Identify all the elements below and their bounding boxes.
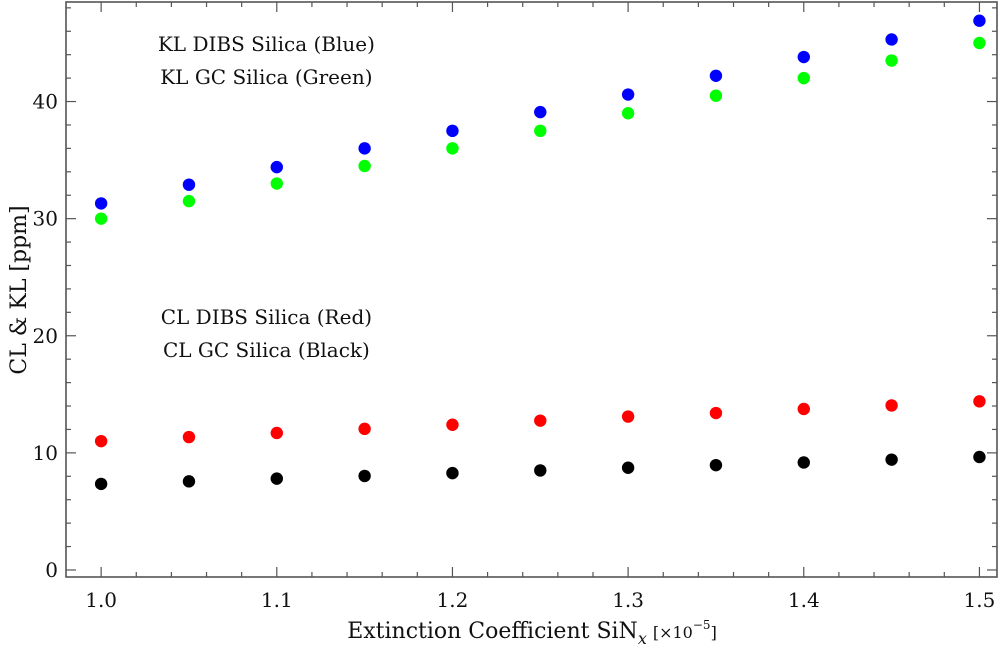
data-point-kl-dibs-silica (973, 14, 986, 27)
data-point-cl-gc-silica (885, 453, 898, 466)
y-tick-label: 0 (45, 558, 58, 582)
data-point-cl-dibs-silica (182, 430, 196, 444)
data-point-kl-gc-silica (621, 107, 635, 120)
data-point-kl-dibs-silica (358, 142, 371, 155)
data-point-kl-dibs-silica (94, 197, 108, 210)
data-point-cl-dibs-silica (358, 422, 371, 436)
data-point-kl-gc-silica (534, 124, 547, 138)
data-point-kl-dibs-silica (709, 69, 723, 82)
y-tick-label: 40 (33, 90, 58, 114)
data-point-kl-dibs-silica (885, 33, 898, 46)
data-point-kl-gc-silica (270, 177, 283, 190)
data-point-kl-dibs-silica (621, 88, 635, 101)
data-point-kl-gc-silica (446, 142, 459, 155)
data-point-kl-gc-silica (973, 36, 986, 50)
y-axis-label: CL & KL [ppm] (7, 205, 32, 374)
axis-tick-labels: 1.0 1.1 1.2 1.3 1.4 1.5 0 10 20 30 40 (33, 90, 996, 612)
x-tick-label: 1.5 (964, 588, 996, 612)
data-point-cl-gc-silica (621, 461, 635, 474)
data-point-cl-dibs-silica (446, 418, 459, 431)
data-point-cl-dibs-silica (973, 395, 986, 408)
data-point-cl-gc-silica (709, 458, 723, 472)
data-point-kl-gc-silica (182, 194, 196, 208)
data-point-cl-dibs-silica (709, 406, 723, 420)
data-point-cl-gc-silica (973, 450, 986, 464)
data-point-cl-dibs-silica (534, 414, 547, 427)
data-point-kl-gc-silica (709, 89, 723, 102)
legend-annotations: KL DIBS Silica (Blue) KL GC Silica (Green… (158, 32, 375, 362)
data-point-cl-dibs-silica (885, 399, 898, 412)
data-point-cl-gc-silica (534, 464, 547, 477)
data-point-kl-dibs-silica (270, 160, 283, 174)
data-point-kl-dibs-silica (534, 105, 547, 119)
x-tick-label: 1.3 (612, 588, 644, 612)
axis-ticks (66, 2, 997, 577)
data-point-kl-dibs-silica (182, 178, 196, 191)
legend-annotation: CL DIBS Silica (Red) (161, 305, 372, 329)
y-tick-label: 10 (33, 441, 58, 465)
legend-annotation: KL GC Silica (Green) (160, 65, 372, 89)
data-point-kl-dibs-silica (797, 50, 810, 64)
x-tick-label: 1.2 (437, 588, 469, 612)
data-point-kl-gc-silica (94, 212, 108, 225)
y-tick-label: 30 (33, 207, 58, 231)
data-point-cl-dibs-silica (621, 410, 635, 423)
x-tick-label: 1.1 (261, 588, 293, 612)
y-tick-label: 20 (33, 324, 58, 348)
data-point-cl-gc-silica (797, 456, 810, 469)
legend-annotation: KL DIBS Silica (Blue) (158, 32, 375, 56)
data-point-kl-gc-silica (797, 71, 810, 85)
data-point-kl-dibs-silica (446, 124, 459, 138)
data-point-cl-gc-silica (446, 466, 459, 480)
data-point-cl-dibs-silica (797, 402, 810, 416)
data-point-cl-gc-silica (182, 475, 196, 488)
data-point-cl-dibs-silica (270, 426, 283, 440)
data-point-kl-gc-silica (885, 54, 898, 67)
x-axis-label: Extinction Coefficient SiNx [×10−5] (347, 618, 717, 647)
data-point-cl-dibs-silica (94, 434, 108, 448)
x-tick-label: 1.0 (85, 588, 117, 612)
data-point-kl-gc-silica (358, 159, 371, 173)
data-point-cl-gc-silica (358, 469, 371, 483)
data-point-cl-gc-silica (270, 472, 283, 485)
legend-annotation: CL GC Silica (Black) (163, 338, 370, 362)
data-points (94, 14, 986, 491)
x-tick-label: 1.4 (788, 588, 820, 612)
data-point-cl-gc-silica (94, 477, 108, 491)
